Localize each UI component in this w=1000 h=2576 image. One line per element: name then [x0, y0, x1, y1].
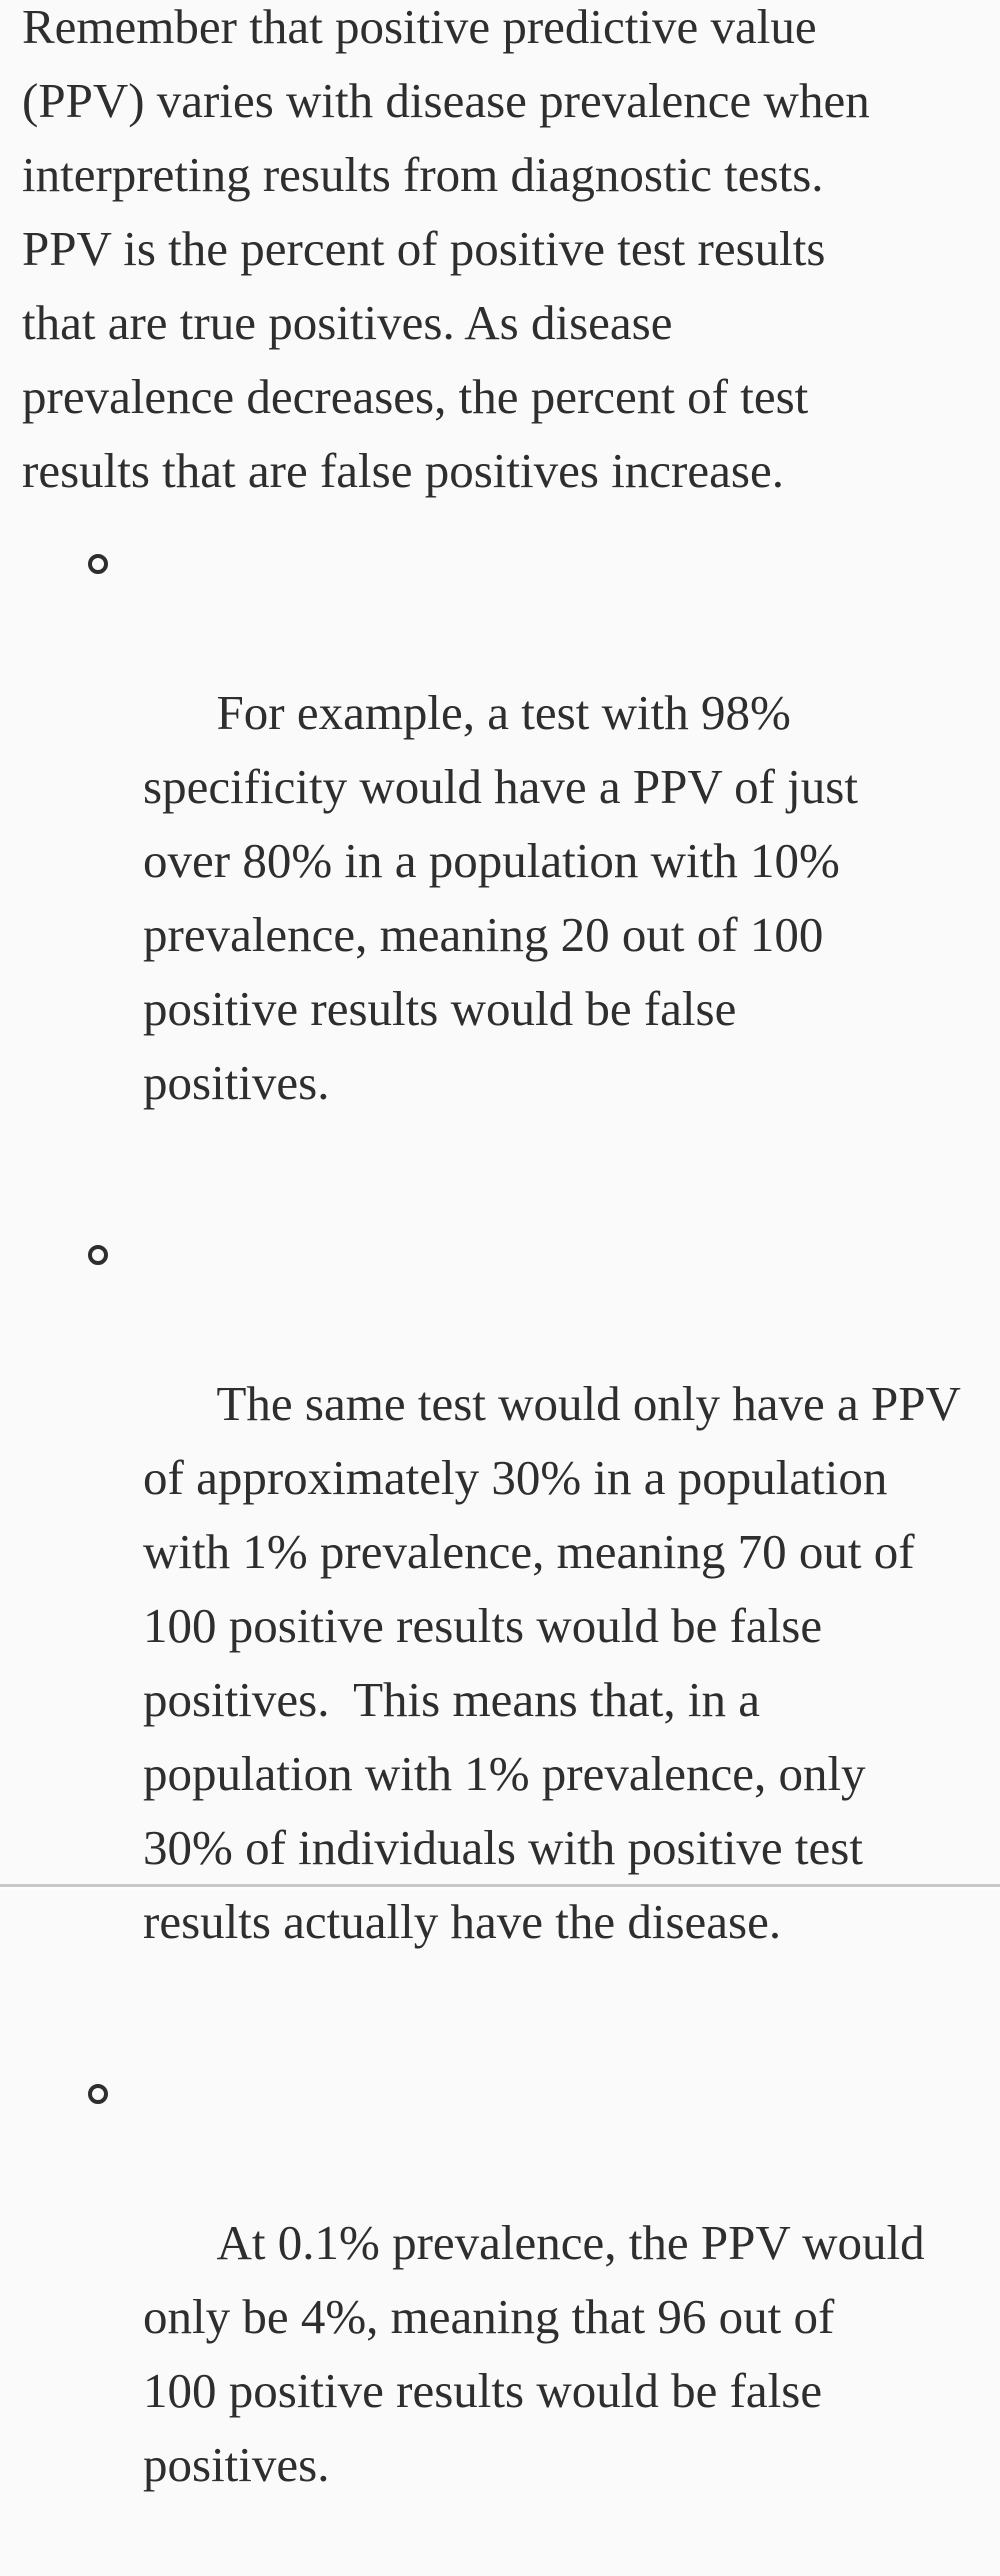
list-item: For example, a test with 98% specificity… [88, 528, 999, 1194]
bullet-text: For example, a test with 98% specificity… [143, 685, 858, 1110]
bottom-divider [0, 1884, 1000, 1887]
list-item: The same test would only have a PPV of a… [88, 1219, 999, 2033]
bullet-list: For example, a test with 98% specificity… [0, 528, 1000, 2576]
bullet-circle-icon [88, 1245, 108, 1265]
area-below-divider [0, 1887, 1000, 1890]
intro-paragraph: Remember that positive predictive value … [22, 0, 870, 498]
note-page: { "page": { "background_color": "#fafafa… [0, 0, 1000, 2492]
bullet-circle-icon [88, 2084, 108, 2104]
bullet-circle-icon [88, 554, 108, 574]
bullet-text: At 0.1% prevalence, the PPV would only b… [143, 2215, 925, 2492]
list-item: At 0.1% prevalence, the PPV would only b… [88, 2058, 999, 2576]
bullet-text: The same test would only have a PPV of a… [143, 1376, 961, 1949]
